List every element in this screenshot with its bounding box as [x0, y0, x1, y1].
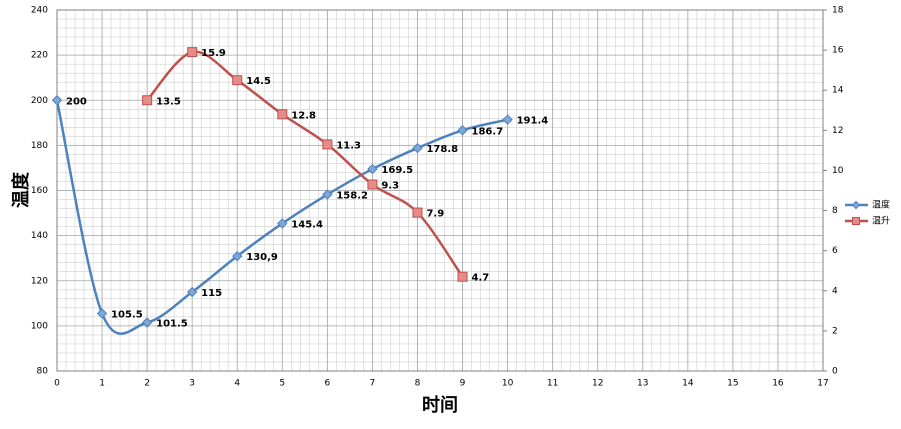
legend-label: 温度 — [872, 199, 890, 211]
data-label: 145.4 — [291, 219, 323, 230]
marker — [187, 47, 198, 58]
plot-frame — [56, 9, 824, 372]
data-label: 186.7 — [472, 126, 504, 137]
marker — [277, 109, 288, 120]
marker — [232, 250, 243, 262]
x-tick-label: 4 — [234, 379, 240, 389]
x-tick-label: 2 — [144, 379, 150, 389]
y2-tick-label: 6 — [832, 246, 838, 256]
y-tick-label: 180 — [31, 141, 48, 151]
y-tick-label: 220 — [31, 51, 48, 61]
marker — [457, 271, 468, 282]
y2-tick-label: 18 — [832, 6, 844, 16]
y2-tick-label: 0 — [832, 367, 838, 377]
data-label: 9.3 — [381, 180, 399, 191]
x-tick-label: 9 — [460, 379, 466, 389]
x-tick-label: 13 — [637, 379, 648, 389]
x-tick-label: 10 — [502, 379, 514, 389]
marker — [96, 308, 108, 319]
data-label: 178.8 — [426, 144, 458, 155]
marker — [457, 125, 468, 136]
y-tick-label: 80 — [37, 367, 49, 377]
x-tick-label: 11 — [547, 379, 558, 389]
marker — [51, 95, 63, 106]
series-line — [146, 50, 464, 278]
y2-tick-label: 2 — [832, 326, 838, 336]
data-label: 115 — [201, 288, 222, 299]
marker — [322, 189, 333, 200]
x-tick-label: 12 — [592, 379, 603, 389]
x-tick-label: 7 — [370, 379, 376, 389]
y2-tick-label: 10 — [832, 166, 844, 176]
data-label: 14.5 — [246, 76, 271, 87]
marker — [142, 95, 153, 106]
marker — [367, 179, 378, 190]
marker — [502, 114, 513, 125]
y2-tick-label: 16 — [832, 46, 844, 56]
marker — [412, 142, 423, 154]
x-tick-label: 15 — [727, 379, 738, 389]
y-tick-label: 120 — [31, 276, 48, 286]
marker — [232, 75, 243, 86]
x-axis-label: 时间 — [422, 395, 458, 416]
data-label: 200 — [66, 96, 87, 107]
marker — [141, 317, 153, 328]
marker — [367, 163, 378, 175]
y2-tick-label: 4 — [832, 286, 838, 296]
x-tick-label: 6 — [324, 379, 330, 389]
data-label: 130,9 — [246, 252, 278, 263]
x-tick-label: 1 — [99, 379, 105, 389]
legend-marker — [852, 217, 860, 225]
y2-tick-label: 12 — [832, 126, 843, 136]
marker — [412, 207, 423, 218]
y-axis-label: 温度 — [10, 171, 32, 208]
marker — [322, 139, 333, 150]
data-label: 4.7 — [472, 273, 490, 284]
data-label: 158.2 — [336, 191, 368, 202]
x-tick-label: 14 — [682, 379, 694, 389]
legend-marker — [851, 200, 861, 210]
marker — [186, 286, 198, 298]
data-label: 11.3 — [336, 140, 361, 151]
x-tick-label: 5 — [279, 379, 285, 389]
x-tick-label: 16 — [772, 379, 784, 389]
x-tick-label: 3 — [189, 379, 195, 389]
x-tick-label: 8 — [415, 379, 421, 389]
y-tick-label: 200 — [31, 96, 48, 106]
y-tick-label: 100 — [31, 321, 48, 331]
y2-tick-label: 8 — [832, 206, 838, 216]
data-label: 169.5 — [381, 165, 413, 176]
y2-tick-label: 14 — [832, 86, 844, 96]
data-label: 12.8 — [291, 110, 316, 121]
data-label: 191.4 — [517, 116, 549, 127]
x-tick-label: 17 — [817, 379, 828, 389]
data-label: 13.5 — [156, 96, 181, 107]
y-tick-label: 160 — [31, 186, 48, 196]
data-label: 101.5 — [156, 318, 188, 329]
data-label: 105.5 — [111, 309, 143, 320]
legend-label: 温升 — [872, 216, 890, 227]
data-label: 7.9 — [426, 209, 444, 220]
y-tick-label: 140 — [31, 231, 48, 241]
y-tick-label: 240 — [31, 6, 48, 16]
data-label: 15.9 — [201, 48, 226, 59]
marker — [277, 218, 288, 229]
x-tick-label: 0 — [54, 379, 60, 389]
